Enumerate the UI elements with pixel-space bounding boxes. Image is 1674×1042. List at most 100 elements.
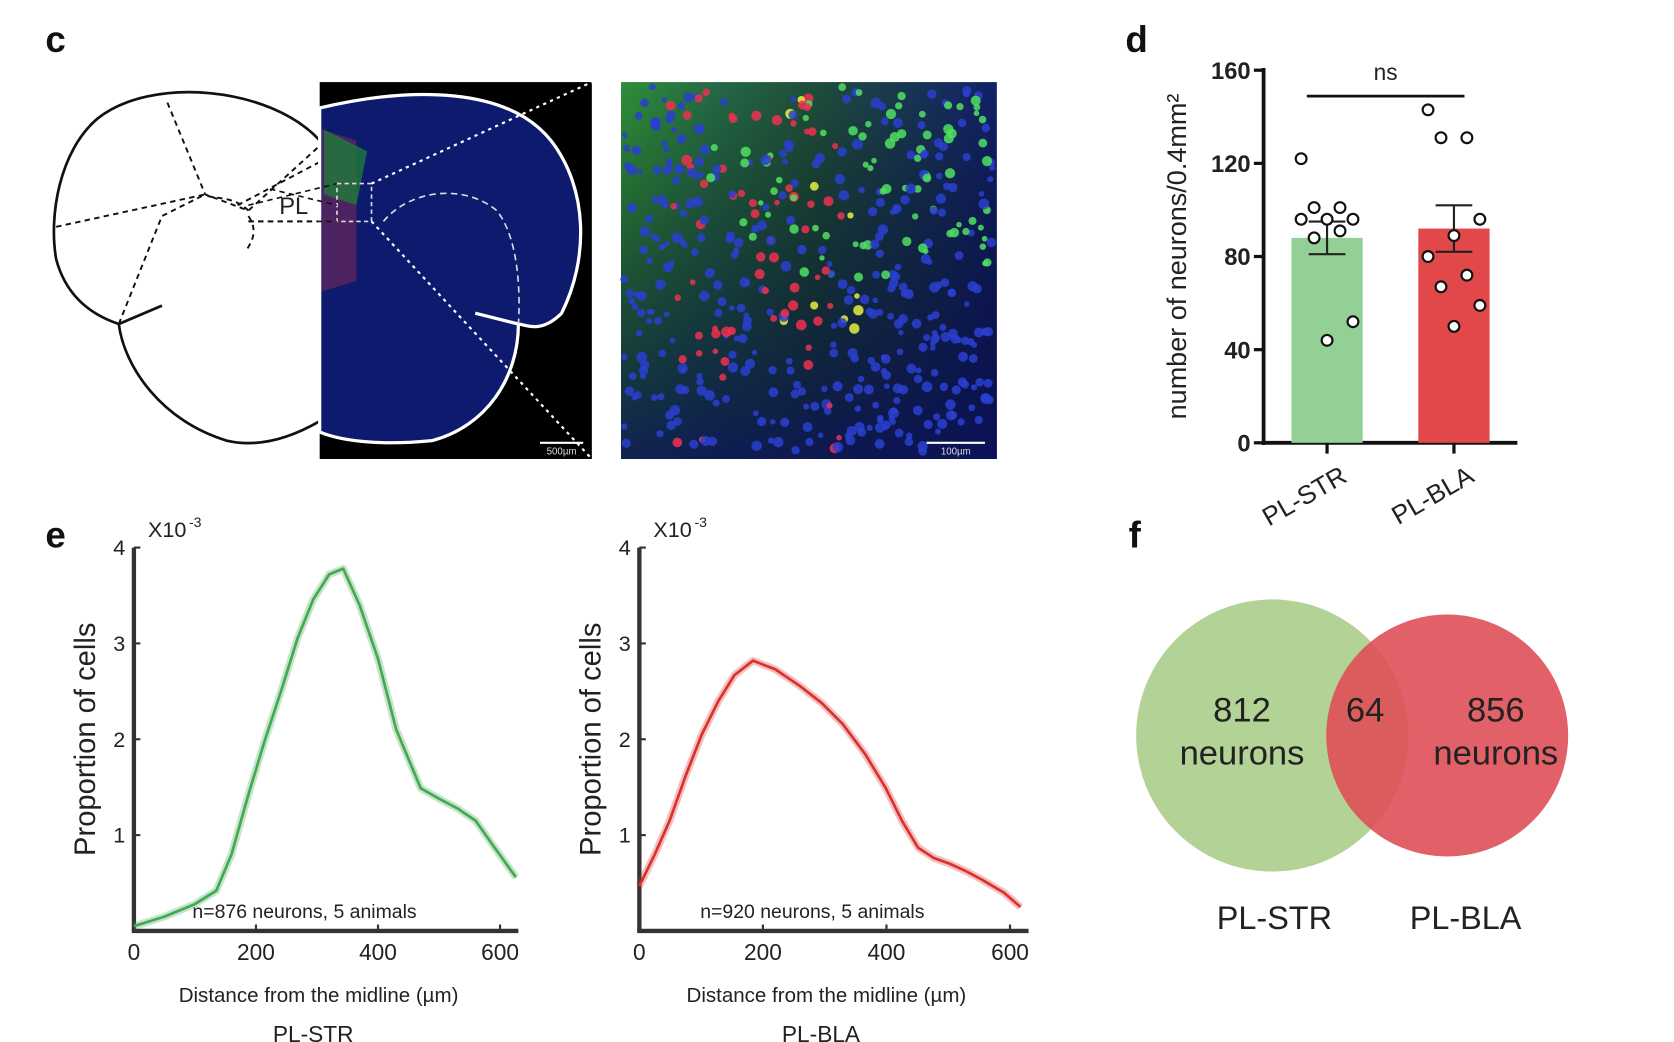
cell bbox=[679, 209, 688, 218]
cell bbox=[979, 243, 987, 250]
y-tick-label: 80 bbox=[1224, 244, 1250, 271]
y-tick-label: 3 bbox=[113, 631, 125, 656]
cell bbox=[636, 329, 643, 337]
cell bbox=[653, 235, 661, 243]
cell bbox=[885, 108, 897, 120]
cell bbox=[881, 184, 892, 194]
cell bbox=[736, 303, 746, 313]
chart-title: PL-STR bbox=[273, 1021, 354, 1042]
cell bbox=[757, 416, 767, 427]
cell bbox=[889, 131, 900, 143]
cell bbox=[775, 176, 783, 184]
cell bbox=[704, 267, 715, 279]
cell bbox=[671, 176, 681, 185]
cell bbox=[957, 118, 967, 128]
cell bbox=[829, 341, 837, 349]
cell bbox=[869, 239, 880, 250]
cell bbox=[898, 282, 908, 292]
cell bbox=[644, 214, 654, 223]
cell bbox=[845, 435, 856, 446]
x-tick-label: 400 bbox=[359, 939, 397, 965]
cell bbox=[790, 389, 800, 399]
cell bbox=[664, 240, 670, 247]
cell bbox=[639, 245, 648, 255]
y-axis-label: Proportion of cells bbox=[575, 623, 607, 856]
cell bbox=[978, 198, 990, 210]
cell bbox=[720, 97, 728, 106]
cell bbox=[674, 163, 685, 175]
curve bbox=[638, 659, 1022, 909]
x-tick-label: 600 bbox=[481, 939, 519, 965]
cell bbox=[981, 123, 991, 133]
cell bbox=[917, 121, 926, 130]
cell bbox=[939, 324, 947, 332]
cell bbox=[922, 173, 932, 183]
cell bbox=[762, 203, 770, 211]
cell bbox=[832, 143, 839, 150]
cell bbox=[968, 216, 977, 225]
cell bbox=[944, 168, 956, 179]
cell bbox=[848, 125, 858, 136]
cell bbox=[673, 417, 682, 426]
cell bbox=[829, 348, 839, 358]
cell bbox=[754, 269, 765, 280]
cell bbox=[905, 432, 913, 439]
cell bbox=[837, 279, 848, 290]
cell bbox=[650, 394, 658, 401]
cell bbox=[663, 311, 670, 318]
cell bbox=[927, 314, 934, 321]
cell bbox=[691, 248, 699, 256]
cell bbox=[819, 255, 825, 261]
cell bbox=[786, 215, 796, 225]
cell bbox=[803, 403, 810, 410]
cell bbox=[855, 89, 863, 96]
cell bbox=[683, 92, 694, 103]
cell bbox=[670, 203, 677, 210]
cell bbox=[962, 153, 971, 162]
cell bbox=[929, 281, 940, 293]
x-axis-label: Distance from the midline (µm) bbox=[687, 984, 967, 1007]
cell bbox=[889, 418, 897, 425]
cell bbox=[634, 111, 643, 120]
cell bbox=[634, 391, 642, 399]
cell bbox=[943, 133, 954, 144]
cell bbox=[913, 185, 922, 193]
cell bbox=[681, 154, 693, 166]
cell bbox=[778, 191, 787, 200]
cell bbox=[812, 224, 819, 232]
venn-circle bbox=[1136, 599, 1409, 872]
cell bbox=[970, 384, 978, 391]
cell bbox=[893, 397, 901, 405]
cell bbox=[773, 436, 784, 448]
cell bbox=[847, 347, 858, 359]
cell bbox=[852, 138, 863, 150]
cell bbox=[761, 286, 769, 295]
cell bbox=[661, 140, 668, 147]
cell bbox=[686, 167, 697, 178]
brain-schematic bbox=[52, 90, 321, 445]
cell bbox=[802, 114, 809, 122]
cell bbox=[870, 362, 881, 372]
cell bbox=[859, 294, 870, 305]
cell bbox=[694, 156, 705, 167]
cell bbox=[881, 117, 889, 126]
cell bbox=[624, 386, 635, 396]
brain-section: 500µm bbox=[248, 81, 593, 460]
cell bbox=[662, 202, 669, 209]
cell bbox=[853, 272, 864, 282]
cell bbox=[713, 280, 723, 290]
cell bbox=[693, 123, 705, 135]
cell bbox=[913, 374, 923, 384]
cell bbox=[661, 97, 668, 103]
cell bbox=[849, 323, 860, 334]
panel-label: f bbox=[1129, 515, 1142, 556]
data-point bbox=[1307, 231, 1321, 245]
cell bbox=[881, 270, 891, 280]
cell bbox=[935, 193, 947, 204]
cell bbox=[743, 312, 750, 319]
cell bbox=[744, 358, 756, 369]
cell bbox=[884, 383, 890, 390]
cell bbox=[679, 238, 686, 245]
cell bbox=[656, 430, 664, 438]
data-point bbox=[1346, 212, 1360, 226]
